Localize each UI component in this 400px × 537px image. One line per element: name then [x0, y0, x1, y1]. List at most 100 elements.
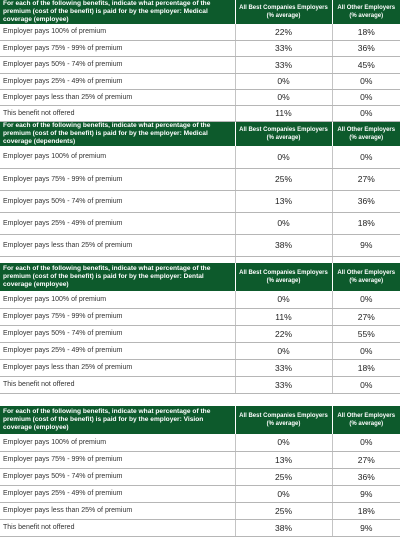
table-row: Employer pays less than 25% of premium 0%…: [0, 89, 400, 106]
other-employers-column-header: All Other Employers (% average): [331, 122, 400, 146]
row-label: Employer pays 75% - 99% of premium: [0, 168, 235, 191]
other-employers-value: 0%: [331, 89, 400, 106]
best-companies-value: 0%: [234, 342, 332, 360]
row-label: Employer pays 25% - 49% of premium: [0, 212, 235, 235]
table-row: This benefit not offered 11% 0%: [0, 105, 400, 122]
row-label: Employer pays less than 25% of premium: [0, 234, 235, 257]
row-label: Employer pays 75% - 99% of premium: [0, 308, 235, 326]
other-employers-value: 36%: [331, 190, 400, 213]
other-employers-column-header: All Other Employers (% average): [331, 0, 400, 24]
other-employers-value: 27%: [331, 168, 400, 191]
best-companies-value: 33%: [234, 359, 332, 377]
other-employers-value: 0%: [331, 291, 400, 309]
other-employers-value: 0%: [331, 376, 400, 394]
best-companies-value: 33%: [234, 376, 332, 394]
table-row: Employer pays 25% - 49% of premium 0% 18%: [0, 212, 400, 235]
table-question-header: For each of the following benefits, indi…: [0, 122, 235, 146]
best-companies-value: 0%: [234, 73, 332, 90]
other-employers-value: 0%: [331, 342, 400, 360]
best-companies-value: 11%: [234, 105, 332, 122]
best-companies-column-header: All Best Companies Employers (% average): [234, 122, 332, 146]
best-companies-column-header: All Best Companies Employers (% average): [234, 0, 332, 24]
table-row: Employer pays 25% - 49% of premium 0% 9%: [0, 485, 400, 503]
row-label: Employer pays 75% - 99% of premium: [0, 451, 235, 469]
row-label: Employer pays 25% - 49% of premium: [0, 485, 235, 503]
table-row: Employer pays 100% of premium 0% 0%: [0, 434, 400, 452]
table-row: Employer pays 75% - 99% of premium 25% 27%: [0, 168, 400, 191]
row-label: Employer pays 25% - 49% of premium: [0, 73, 235, 90]
other-employers-value: 36%: [331, 40, 400, 57]
table-row: This benefit not offered 33% 0%: [0, 376, 400, 394]
table-row: Employer pays 100% of premium 0% 0%: [0, 146, 400, 169]
other-employers-value: 0%: [331, 105, 400, 122]
row-label: Employer pays 50% - 74% of premium: [0, 56, 235, 74]
best-companies-column-header: All Best Companies Employers (% average): [234, 263, 332, 291]
best-companies-value: 13%: [234, 451, 332, 469]
other-employers-value: 0%: [331, 73, 400, 90]
benefit-table: For each of the following benefits, indi…: [0, 263, 400, 394]
table-row: Employer pays 100% of premium 0% 0%: [0, 291, 400, 309]
table-row: Employer pays 50% - 74% of premium 13% 36%: [0, 190, 400, 213]
row-label: Employer pays 50% - 74% of premium: [0, 468, 235, 486]
row-label: Employer pays 50% - 74% of premium: [0, 325, 235, 343]
table-row: Employer pays 50% - 74% of premium 22% 55%: [0, 325, 400, 343]
other-employers-value: 9%: [331, 234, 400, 257]
row-label: Employer pays 100% of premium: [0, 434, 235, 452]
best-companies-value: 0%: [234, 146, 332, 169]
best-companies-value: 0%: [234, 485, 332, 503]
best-companies-value: 13%: [234, 190, 332, 213]
other-employers-value: 0%: [331, 146, 400, 169]
row-label: This benefit not offered: [0, 519, 235, 537]
row-label: Employer pays 25% - 49% of premium: [0, 342, 235, 360]
table-row: This benefit not offered 38% 9%: [0, 519, 400, 537]
other-employers-value: 9%: [331, 485, 400, 503]
row-label: This benefit not offered: [0, 376, 235, 394]
table-row: Employer pays less than 25% of premium 38…: [0, 234, 400, 257]
row-label: Employer pays 100% of premium: [0, 24, 235, 41]
other-employers-value: 27%: [331, 308, 400, 326]
other-employers-value: 18%: [331, 502, 400, 520]
best-companies-value: 22%: [234, 24, 332, 41]
row-label: Employer pays 100% of premium: [0, 291, 235, 309]
table-question-header: For each of the following benefits, indi…: [0, 263, 235, 291]
best-companies-value: 25%: [234, 468, 332, 486]
other-employers-value: 9%: [331, 519, 400, 537]
other-employers-column-header: All Other Employers (% average): [331, 406, 400, 434]
row-label: Employer pays less than 25% of premium: [0, 89, 235, 106]
best-companies-value: 0%: [234, 89, 332, 106]
benefit-table: For each of the following benefits, indi…: [0, 406, 400, 537]
other-employers-value: 0%: [331, 434, 400, 452]
table-row: Employer pays less than 25% of premium 33…: [0, 359, 400, 377]
best-companies-value: 38%: [234, 519, 332, 537]
best-companies-value: 33%: [234, 40, 332, 57]
best-companies-value: 0%: [234, 212, 332, 235]
table-row: Employer pays 75% - 99% of premium 11% 27%: [0, 308, 400, 326]
table-question-header: For each of the following benefits, indi…: [0, 406, 235, 434]
row-label: Employer pays less than 25% of premium: [0, 359, 235, 377]
table-question-header: For each of the following benefits, indi…: [0, 0, 235, 24]
table-row: Employer pays 50% - 74% of premium 25% 36%: [0, 468, 400, 486]
other-employers-value: 18%: [331, 24, 400, 41]
other-employers-value: 18%: [331, 212, 400, 235]
table-row: Employer pays less than 25% of premium 25…: [0, 502, 400, 520]
best-companies-value: 0%: [234, 434, 332, 452]
row-label: This benefit not offered: [0, 105, 235, 122]
other-employers-column-header: All Other Employers (% average): [331, 263, 400, 291]
table-row: Employer pays 25% - 49% of premium 0% 0%: [0, 342, 400, 360]
other-employers-value: 45%: [331, 56, 400, 74]
other-employers-value: 55%: [331, 325, 400, 343]
table-row: Employer pays 75% - 99% of premium 13% 27%: [0, 451, 400, 469]
table-row: Employer pays 100% of premium 22% 18%: [0, 24, 400, 41]
best-companies-value: 38%: [234, 234, 332, 257]
best-companies-value: 11%: [234, 308, 332, 326]
other-employers-value: 36%: [331, 468, 400, 486]
other-employers-value: 18%: [331, 359, 400, 377]
best-companies-value: 25%: [234, 502, 332, 520]
best-companies-value: 33%: [234, 56, 332, 74]
other-employers-value: 27%: [331, 451, 400, 469]
row-label: Employer pays 100% of premium: [0, 146, 235, 169]
table-row: Employer pays 50% - 74% of premium 33% 45%: [0, 56, 400, 74]
table-row: Employer pays 75% - 99% of premium 33% 36%: [0, 40, 400, 57]
benefit-table: For each of the following benefits, indi…: [0, 0, 400, 122]
table-row: Employer pays 25% - 49% of premium 0% 0%: [0, 73, 400, 90]
